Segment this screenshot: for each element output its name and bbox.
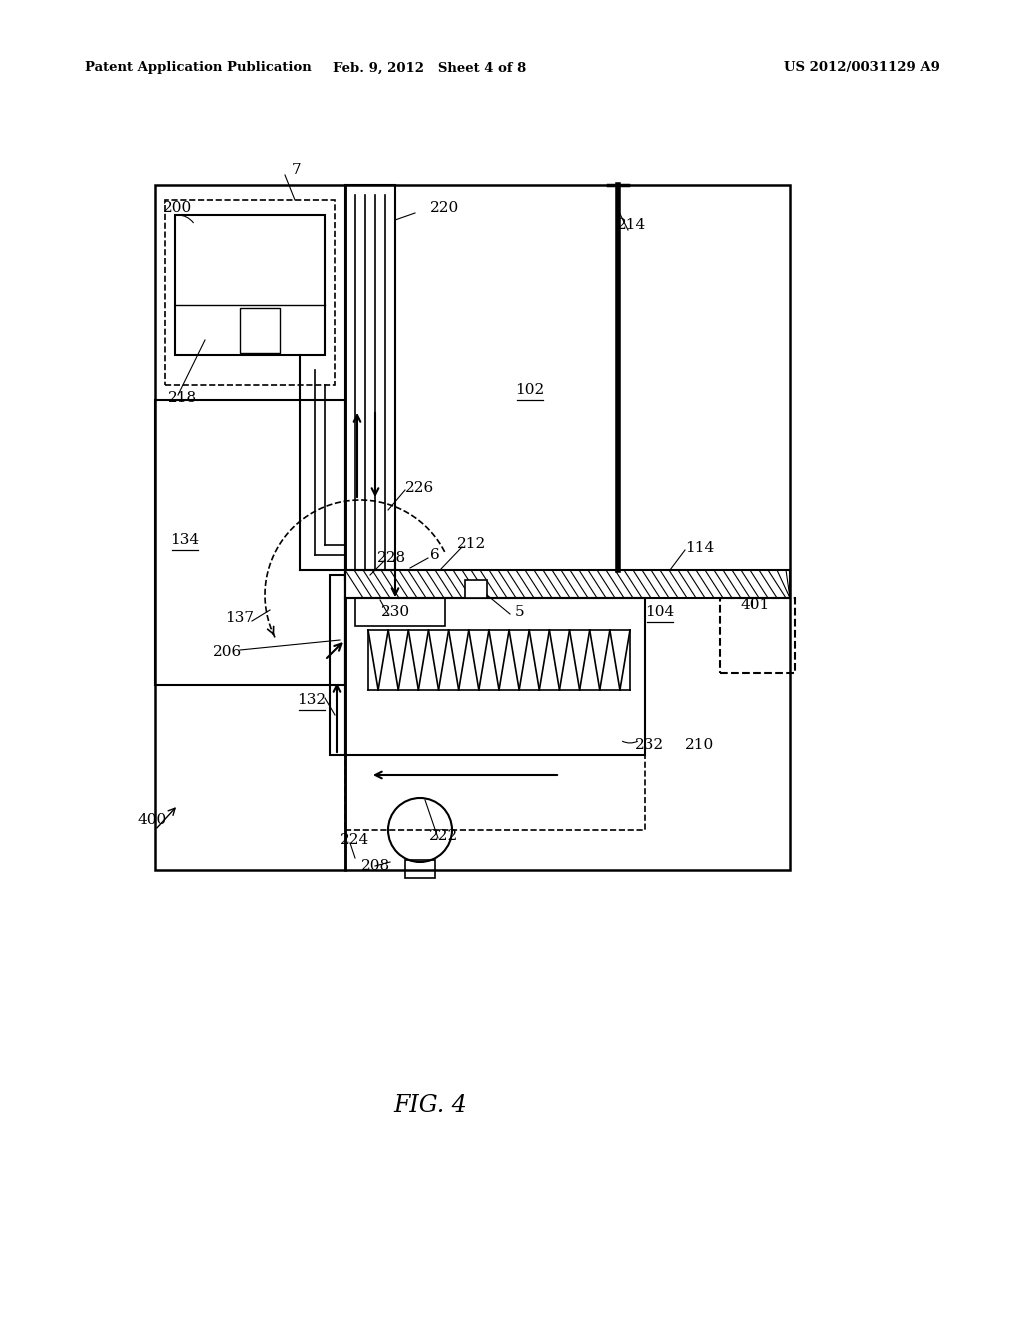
Text: 5: 5: [515, 605, 525, 619]
Text: 200: 200: [163, 201, 193, 215]
Text: 226: 226: [406, 480, 434, 495]
Text: 228: 228: [378, 550, 407, 565]
Text: 206: 206: [213, 645, 243, 659]
Text: 210: 210: [685, 738, 715, 752]
Text: 218: 218: [168, 391, 198, 405]
Text: FIG. 4: FIG. 4: [393, 1093, 467, 1117]
Bar: [345, 185, 790, 870]
Text: 208: 208: [360, 859, 389, 873]
Text: 224: 224: [340, 833, 370, 847]
Text: 212: 212: [458, 537, 486, 550]
Text: 137: 137: [225, 611, 255, 624]
Text: 401: 401: [740, 598, 770, 612]
Bar: [165, 201, 335, 385]
Bar: [345, 185, 395, 579]
Bar: [240, 308, 280, 352]
Bar: [345, 755, 645, 830]
Text: 134: 134: [170, 533, 200, 546]
Text: 222: 222: [429, 829, 459, 843]
Text: 6: 6: [430, 548, 440, 562]
Text: 220: 220: [430, 201, 459, 215]
Text: 232: 232: [636, 738, 665, 752]
Text: 132: 132: [297, 693, 327, 708]
Bar: [175, 215, 325, 355]
Text: 114: 114: [685, 541, 715, 554]
Text: 400: 400: [137, 813, 167, 828]
Text: 104: 104: [645, 605, 675, 619]
Bar: [345, 598, 645, 755]
Text: Patent Application Publication: Patent Application Publication: [85, 62, 311, 74]
Text: Feb. 9, 2012   Sheet 4 of 8: Feb. 9, 2012 Sheet 4 of 8: [334, 62, 526, 74]
Bar: [155, 185, 345, 870]
Bar: [406, 861, 435, 878]
Bar: [720, 598, 795, 673]
Text: 7: 7: [292, 162, 302, 177]
Text: 102: 102: [515, 383, 545, 397]
Bar: [345, 570, 790, 598]
Bar: [155, 400, 345, 685]
Bar: [465, 579, 487, 598]
Text: US 2012/0031129 A9: US 2012/0031129 A9: [784, 62, 940, 74]
Text: 230: 230: [381, 605, 410, 619]
Bar: [355, 598, 445, 626]
Bar: [330, 576, 345, 755]
Text: 214: 214: [617, 218, 646, 232]
